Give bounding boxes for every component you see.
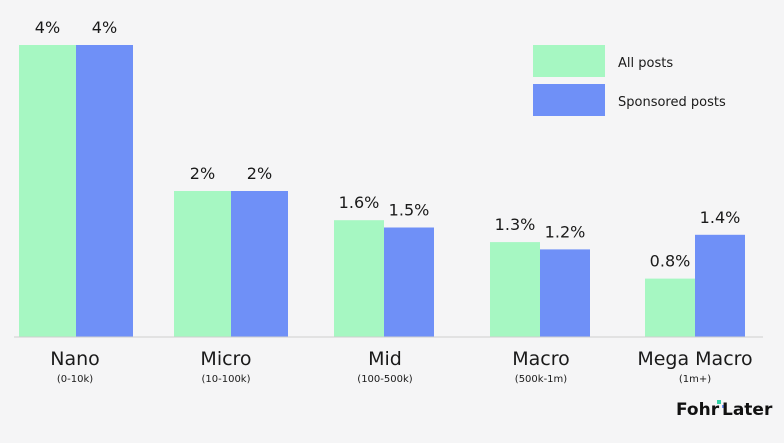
bars-layer <box>19 45 745 337</box>
category-label-mega-macro: Mega Macro <box>637 348 752 370</box>
legend-label-sponsored-posts: Sponsored posts <box>618 95 726 110</box>
bar-mid-all-posts <box>334 220 384 337</box>
bar-nano-all-posts <box>19 45 76 337</box>
value-label-macro-all-posts: 1.3% <box>495 215 536 234</box>
category-sublabel-mid: (100-500k) <box>357 374 412 385</box>
value-label-micro-sponsored-posts: 2% <box>247 164 272 183</box>
category-label-mid: Mid <box>368 348 402 370</box>
later-logo-mark-dot <box>722 405 725 408</box>
value-label-mega-macro-sponsored-posts: 1.4% <box>700 208 741 227</box>
category-sublabel-nano: (0-10k) <box>57 374 93 385</box>
legend: All posts Sponsored posts <box>533 45 726 116</box>
brand-logos: Fohr Later <box>676 400 773 420</box>
bar-macro-all-posts <box>490 242 540 337</box>
legend-label-all-posts: All posts <box>618 56 673 71</box>
category-label-macro: Macro <box>512 348 570 370</box>
bar-mid-sponsored-posts <box>384 227 434 337</box>
value-label-micro-all-posts: 2% <box>190 164 215 183</box>
category-label-nano: Nano <box>50 348 100 370</box>
value-labels-layer: 4% 4% 2% 2% 1.6% 1.5% 1.3% 1.2% 0.8% 1.4% <box>35 18 741 271</box>
value-label-nano-sponsored-posts: 4% <box>92 18 117 37</box>
category-label-micro: Micro <box>200 348 251 370</box>
category-sublabel-micro: (10-100k) <box>201 374 250 385</box>
category-labels-layer: Nano (0-10k) Micro (10-100k) Mid (100-500k) Ma… <box>50 348 752 385</box>
fohr-logo: Fohr <box>676 400 720 420</box>
bar-micro-sponsored-posts <box>231 191 288 337</box>
value-label-mid-sponsored-posts: 1.5% <box>389 201 430 220</box>
bar-mega-macro-all-posts <box>645 278 695 337</box>
bar-macro-sponsored-posts <box>540 249 590 337</box>
value-label-mid-all-posts: 1.6% <box>339 193 380 212</box>
value-label-mega-macro-all-posts: 0.8% <box>650 252 691 271</box>
legend-swatch-sponsored-posts <box>533 84 605 116</box>
category-sublabel-macro: (500k-1m) <box>515 374 567 385</box>
value-label-nano-all-posts: 4% <box>35 18 60 37</box>
bar-mega-macro-sponsored-posts <box>695 234 745 337</box>
bar-nano-sponsored-posts <box>76 45 133 337</box>
later-logo: Later <box>717 400 773 420</box>
later-logo-text: Later <box>722 400 773 420</box>
later-logo-mark <box>717 400 721 404</box>
legend-swatch-all-posts <box>533 45 605 77</box>
bar-micro-all-posts <box>174 191 231 337</box>
value-label-macro-sponsored-posts: 1.2% <box>545 222 586 241</box>
category-sublabel-mega-macro: (1m+) <box>679 374 711 385</box>
